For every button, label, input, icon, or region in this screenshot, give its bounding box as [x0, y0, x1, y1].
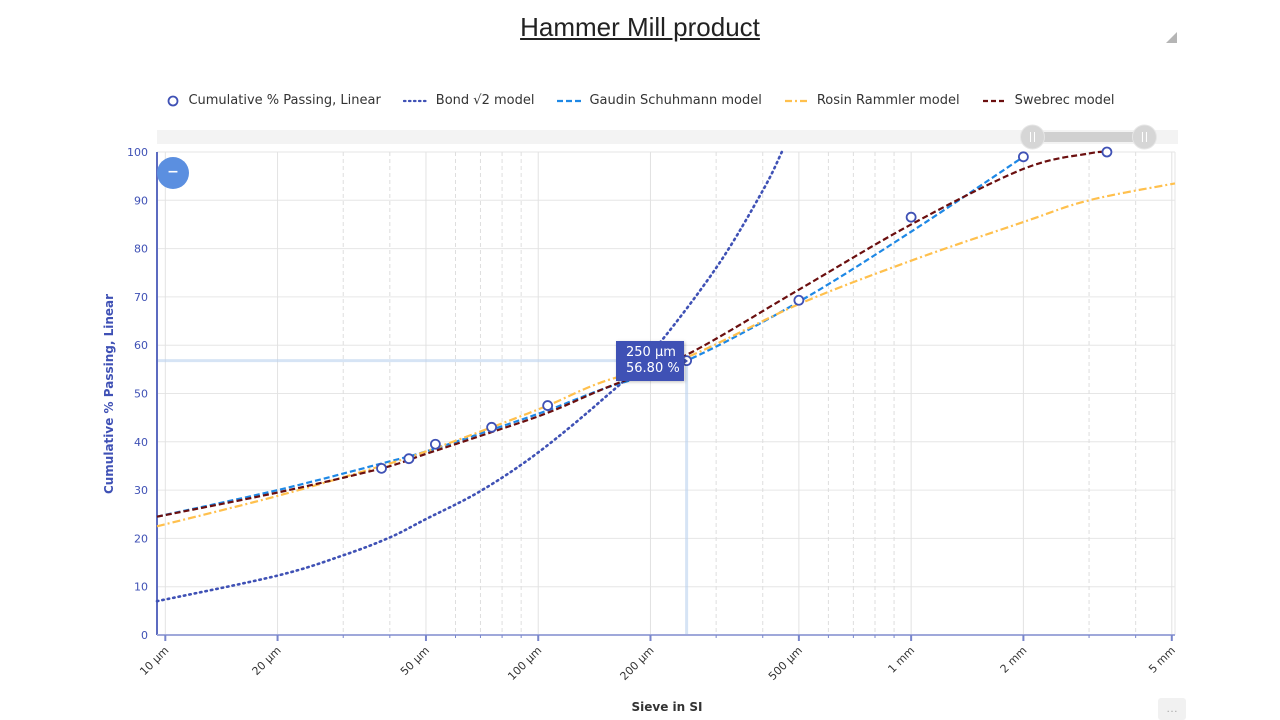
chart-title: Hammer Mill product: [520, 12, 760, 42]
navigator-track: [157, 130, 1178, 144]
legend-item-bond[interactable]: Bond √2 model: [402, 93, 535, 108]
marker-layer: [376, 146, 1113, 474]
y-tick-label: 90: [134, 194, 148, 207]
y-tick-label: 10: [134, 581, 148, 594]
x-tick-label: 2 mm: [998, 644, 1030, 676]
navigator[interactable]: [157, 124, 1178, 150]
legend-label: Cumulative % Passing, Linear: [188, 93, 381, 108]
data-point[interactable]: [430, 438, 441, 450]
legend-label: Rosin Rammler model: [816, 93, 960, 108]
navigator-handle-left[interactable]: [1019, 124, 1045, 150]
data-point[interactable]: [1017, 151, 1029, 163]
y-tick-label: 60: [134, 339, 148, 352]
x-tick-label: 200 µm: [618, 644, 657, 683]
x-tick-label: 20 µm: [250, 644, 284, 678]
y-tick-label: 100: [127, 146, 148, 159]
y-axis-label: Cumulative % Passing, Linear: [102, 294, 116, 494]
grid: [157, 151, 1176, 636]
data-point[interactable]: [486, 421, 498, 433]
x-tick-label: 10 µm: [137, 644, 171, 678]
x-tick-label: 1 mm: [885, 644, 917, 676]
x-tick-label: 100 µm: [505, 644, 544, 683]
y-tick-label: 0: [141, 629, 148, 642]
legend-item-rosin[interactable]: Rosin Rammler model: [784, 93, 960, 108]
y-tick-label: 20: [134, 532, 148, 545]
series-line-3: [156, 182, 1176, 528]
series-line-2: [156, 155, 1025, 518]
legend-symbol-dotted: [402, 99, 429, 102]
axes: 0 10 20 30 40 50 60 70 80 90 100 10 µm 20 µm 50 µm 100…: [127, 146, 1178, 683]
y-tick-label: 50: [134, 388, 148, 401]
resize-grip-icon[interactable]: [1166, 32, 1177, 43]
legend-symbol-markers: [168, 95, 179, 106]
data-point[interactable]: [376, 462, 387, 474]
legend-item-swebrec[interactable]: Swebrec model: [982, 93, 1115, 108]
data-point[interactable]: [793, 294, 805, 306]
legend-symbol-dashdot: [784, 99, 809, 102]
y-tick-label: 40: [134, 436, 148, 449]
x-axis-label: Sieve in SI: [632, 700, 703, 714]
series-line-1: [155, 150, 784, 603]
y-tick-label: 70: [134, 291, 148, 304]
tooltip-arrow: [680, 355, 688, 367]
x-tick-label: 50 µm: [398, 644, 432, 678]
series-layer: [155, 150, 1176, 603]
x-tick-label: 500 µm: [766, 644, 805, 683]
crosshair: [157, 359, 689, 635]
legend-symbol-dashed-dark: [982, 99, 1007, 102]
series-line-4: [156, 150, 1110, 518]
navigator-handle-right[interactable]: [1131, 124, 1157, 150]
data-tooltip: 250 µm 56.80 %: [616, 341, 684, 381]
tooltip-x-value: 250 µm: [626, 345, 676, 360]
legend-label: Gaudin Schuhmann model: [589, 93, 762, 108]
data-point[interactable]: [403, 453, 415, 465]
data-point[interactable]: [905, 211, 917, 223]
data-point[interactable]: [1101, 146, 1113, 158]
chart-legend: Cumulative % Passing, Linear Bond √2 mod…: [0, 93, 1280, 108]
corner-button[interactable]: …: [1158, 698, 1186, 720]
zoom-out-button[interactable]: –: [157, 157, 189, 189]
legend-item-gaudin[interactable]: Gaudin Schuhmann model: [556, 93, 762, 108]
legend-symbol-dashed: [557, 99, 582, 102]
tooltip-y-value: 56.80 %: [626, 361, 680, 376]
navigator-window[interactable]: [1032, 132, 1145, 142]
y-tick-label: 30: [134, 484, 148, 497]
x-tick-label: 5 mm: [1146, 644, 1178, 676]
legend-label: Swebrec model: [1014, 93, 1115, 108]
y-tick-label: 80: [134, 243, 148, 256]
legend-item-measured[interactable]: Cumulative % Passing, Linear: [165, 93, 381, 108]
data-point[interactable]: [542, 400, 554, 411]
legend-label: Bond √2 model: [435, 93, 535, 108]
